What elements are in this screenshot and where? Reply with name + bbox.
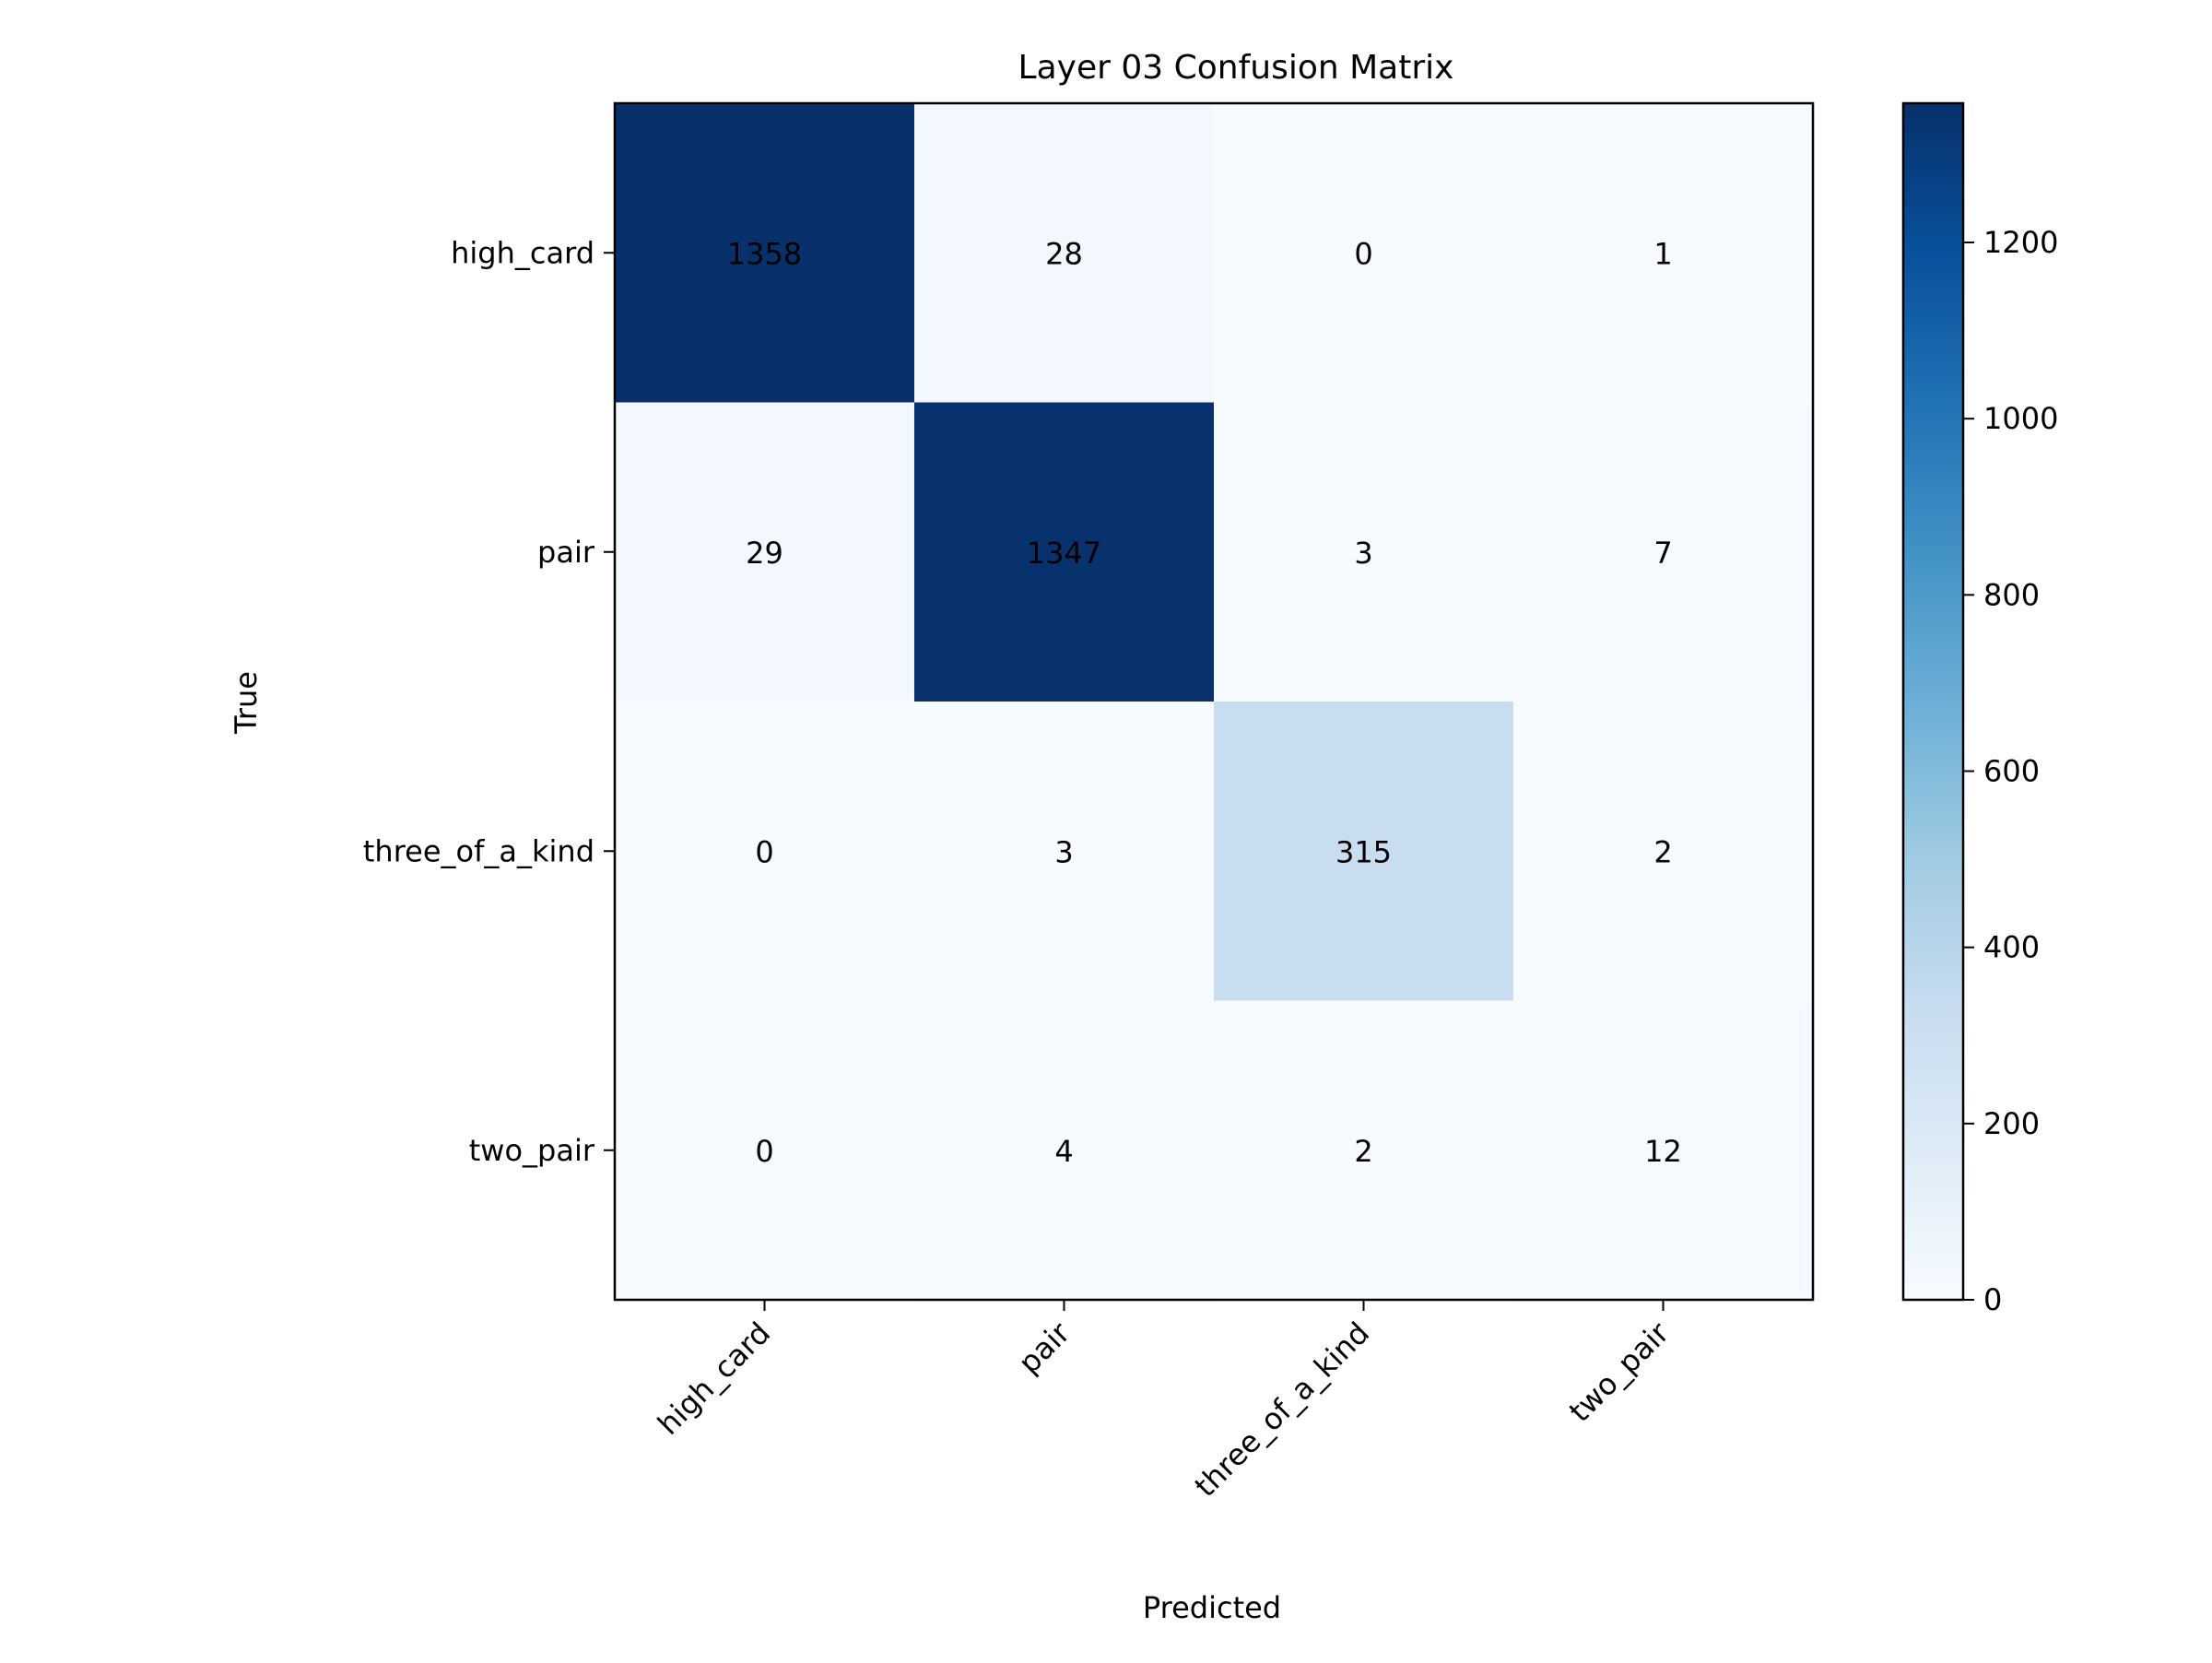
cell-value-3-2: 2 — [1354, 1134, 1372, 1169]
x-axis-ticks: high_card pair three_of_a_kind two_pair — [651, 1300, 1677, 1504]
cell-value-2-3: 2 — [1653, 834, 1672, 869]
cell-value-1-0: 29 — [746, 536, 783, 571]
heatmap-cell-3-2 — [1214, 1000, 1514, 1301]
cell-value-0-2: 0 — [1354, 236, 1372, 271]
cell-value-2-2: 315 — [1335, 834, 1392, 869]
heatmap-cell-0-2 — [1214, 103, 1514, 403]
colorbar-tick-label: 1200 — [1983, 225, 2058, 260]
heatmap-cell-1-0 — [615, 402, 915, 702]
colorbar-frame — [1901, 101, 1965, 1302]
heatmap-cell-1-1 — [914, 402, 1215, 702]
y-tick-label: three_of_a_kind — [363, 833, 594, 868]
heatmap-cell-2-0 — [615, 702, 915, 1001]
plot-frame — [613, 101, 1815, 1302]
colorbar-gradient — [1903, 103, 1963, 1300]
colorbar-tick-label: 0 — [1983, 1282, 2002, 1317]
x-axis-label: Predicted — [1143, 1590, 1281, 1625]
cell-value-0-1: 28 — [1045, 236, 1083, 271]
heatmap-cell-3-0 — [615, 1000, 915, 1301]
heatmap-cell-2-3 — [1513, 702, 1814, 1001]
heatmap-cell-3-3 — [1513, 1000, 1814, 1301]
y-axis-label: True — [229, 671, 264, 735]
cell-value-1-3: 7 — [1653, 536, 1672, 571]
heatmap-cell-3-1 — [914, 1000, 1215, 1301]
heatmap-cell-0-0 — [615, 103, 915, 403]
cell-value-2-0: 0 — [755, 834, 773, 869]
cell-value-0-0: 1358 — [727, 236, 802, 271]
x-tick-label: three_of_a_kind — [1188, 1315, 1376, 1504]
colorbar-tick-label: 800 — [1983, 577, 2040, 612]
chart-title: Layer 03 Confusion Matrix — [1018, 49, 1454, 87]
y-tick-label: two_pair — [469, 1133, 595, 1168]
cell-value-3-0: 0 — [755, 1134, 773, 1169]
cell-value-1-1: 1347 — [1027, 536, 1101, 571]
x-tick-label: two_pair — [1562, 1315, 1677, 1429]
cell-value-2-1: 3 — [1054, 834, 1073, 869]
x-tick-label: pair — [1011, 1315, 1077, 1380]
cell-value-3-1: 4 — [1054, 1134, 1073, 1169]
cell-value-0-3: 1 — [1653, 236, 1672, 271]
heatmap-cell-2-2 — [1214, 702, 1514, 1001]
cell-value-labels: 1358 28 0 1 29 1347 3 7 0 3 315 2 0 4 2 12 — [727, 236, 1682, 1169]
heatmap-cell-0-3 — [1513, 103, 1814, 403]
y-tick-label: pair — [537, 535, 595, 570]
heatmap-cell-1-2 — [1214, 402, 1514, 702]
cell-value-3-3: 12 — [1644, 1134, 1682, 1169]
colorbar-tick-label: 1000 — [1983, 401, 2058, 436]
colorbar-tick-label: 400 — [1983, 930, 2040, 965]
colorbar-ticks: 0 200 400 600 800 1000 1200 — [1963, 225, 2058, 1317]
cell-value-1-2: 3 — [1354, 536, 1372, 571]
y-tick-label: high_card — [451, 235, 594, 270]
heatmap-cell-1-3 — [1513, 402, 1814, 702]
heatmap-cell-2-1 — [914, 702, 1215, 1001]
heatmap-cells — [615, 103, 1814, 1301]
x-tick-label: high_card — [651, 1315, 777, 1442]
colorbar-tick-label: 200 — [1983, 1106, 2040, 1141]
heatmap-cell-0-1 — [914, 103, 1215, 403]
colorbar-tick-label: 600 — [1983, 754, 2040, 789]
